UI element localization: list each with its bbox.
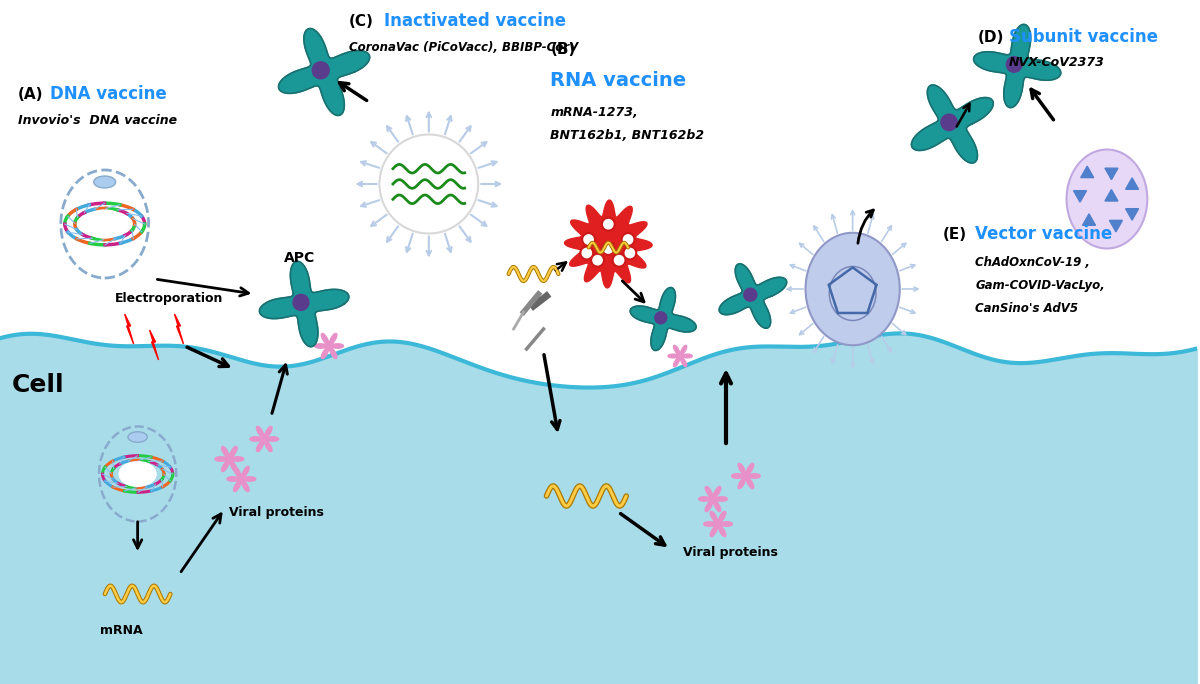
Text: Gam-COVID-VacLyo,: Gam-COVID-VacLyo, xyxy=(976,279,1105,292)
Text: mRNA: mRNA xyxy=(100,624,143,637)
Text: (C): (C) xyxy=(349,14,374,29)
Polygon shape xyxy=(698,486,727,512)
Circle shape xyxy=(623,246,636,260)
Circle shape xyxy=(580,246,594,260)
Circle shape xyxy=(582,233,595,246)
Polygon shape xyxy=(314,333,343,358)
Circle shape xyxy=(584,235,593,244)
Polygon shape xyxy=(668,345,692,367)
Text: Subunit vaccine: Subunit vaccine xyxy=(1009,28,1158,46)
Text: CoronaVac (PiCoVacc), BBIBP-CorV: CoronaVac (PiCoVacc), BBIBP-CorV xyxy=(349,41,578,54)
Text: (A): (A) xyxy=(18,87,43,102)
Ellipse shape xyxy=(84,210,126,238)
Circle shape xyxy=(941,114,958,131)
Text: ChAdOxnCoV-19 ,: ChAdOxnCoV-19 , xyxy=(976,256,1090,269)
Polygon shape xyxy=(125,314,133,344)
Polygon shape xyxy=(278,29,370,116)
Polygon shape xyxy=(174,314,184,344)
Polygon shape xyxy=(1105,168,1118,180)
Text: Viral proteins: Viral proteins xyxy=(683,546,778,559)
Polygon shape xyxy=(215,447,244,471)
Polygon shape xyxy=(1110,220,1122,232)
Text: Vector vaccine: Vector vaccine xyxy=(976,225,1112,243)
Polygon shape xyxy=(564,200,652,288)
Circle shape xyxy=(379,135,478,233)
Circle shape xyxy=(601,218,616,231)
Polygon shape xyxy=(1126,178,1139,189)
Text: (E): (E) xyxy=(942,227,966,242)
Text: Invovio's  DNA vaccine: Invovio's DNA vaccine xyxy=(18,114,178,127)
Circle shape xyxy=(590,254,605,267)
Polygon shape xyxy=(250,426,278,451)
Ellipse shape xyxy=(1067,150,1147,248)
Text: BNT162b1, BNT162b2: BNT162b1, BNT162b2 xyxy=(551,129,704,142)
Circle shape xyxy=(604,220,613,229)
Ellipse shape xyxy=(805,233,900,345)
Circle shape xyxy=(1007,57,1022,73)
Circle shape xyxy=(622,233,635,246)
Text: Electroporation: Electroporation xyxy=(115,292,223,305)
Polygon shape xyxy=(973,25,1061,107)
Text: APC: APC xyxy=(284,251,316,265)
Text: RNA vaccine: RNA vaccine xyxy=(551,71,686,90)
Polygon shape xyxy=(1126,209,1139,220)
Text: Inactivated vaccine: Inactivated vaccine xyxy=(384,12,566,30)
Ellipse shape xyxy=(119,462,156,486)
Polygon shape xyxy=(732,464,761,488)
Circle shape xyxy=(624,235,632,244)
Polygon shape xyxy=(1082,214,1096,225)
Polygon shape xyxy=(703,512,732,536)
Circle shape xyxy=(744,288,757,301)
Ellipse shape xyxy=(128,432,148,443)
Circle shape xyxy=(593,256,602,265)
Circle shape xyxy=(612,254,626,267)
Polygon shape xyxy=(1081,166,1093,178)
Text: CanSino's AdV5: CanSino's AdV5 xyxy=(976,302,1079,315)
Text: Viral proteins: Viral proteins xyxy=(229,506,324,519)
Text: DNA vaccine: DNA vaccine xyxy=(50,85,167,103)
Circle shape xyxy=(293,294,308,311)
Polygon shape xyxy=(227,466,256,492)
Circle shape xyxy=(625,248,635,258)
Circle shape xyxy=(604,244,613,253)
Text: mRNA-1273,: mRNA-1273, xyxy=(551,106,638,119)
Polygon shape xyxy=(630,287,696,350)
Circle shape xyxy=(582,248,592,258)
Circle shape xyxy=(312,62,329,79)
Text: Cell: Cell xyxy=(12,373,65,397)
Polygon shape xyxy=(1074,191,1086,202)
Polygon shape xyxy=(150,330,158,360)
Circle shape xyxy=(601,241,616,255)
Text: (B): (B) xyxy=(551,42,576,57)
Polygon shape xyxy=(259,261,349,347)
Ellipse shape xyxy=(94,176,115,188)
Text: NVX-CoV2373: NVX-CoV2373 xyxy=(1009,56,1105,69)
Text: (D): (D) xyxy=(977,30,1003,45)
Circle shape xyxy=(655,312,667,324)
Polygon shape xyxy=(912,85,994,163)
Circle shape xyxy=(614,256,624,265)
Polygon shape xyxy=(719,264,787,328)
Polygon shape xyxy=(1105,189,1118,201)
